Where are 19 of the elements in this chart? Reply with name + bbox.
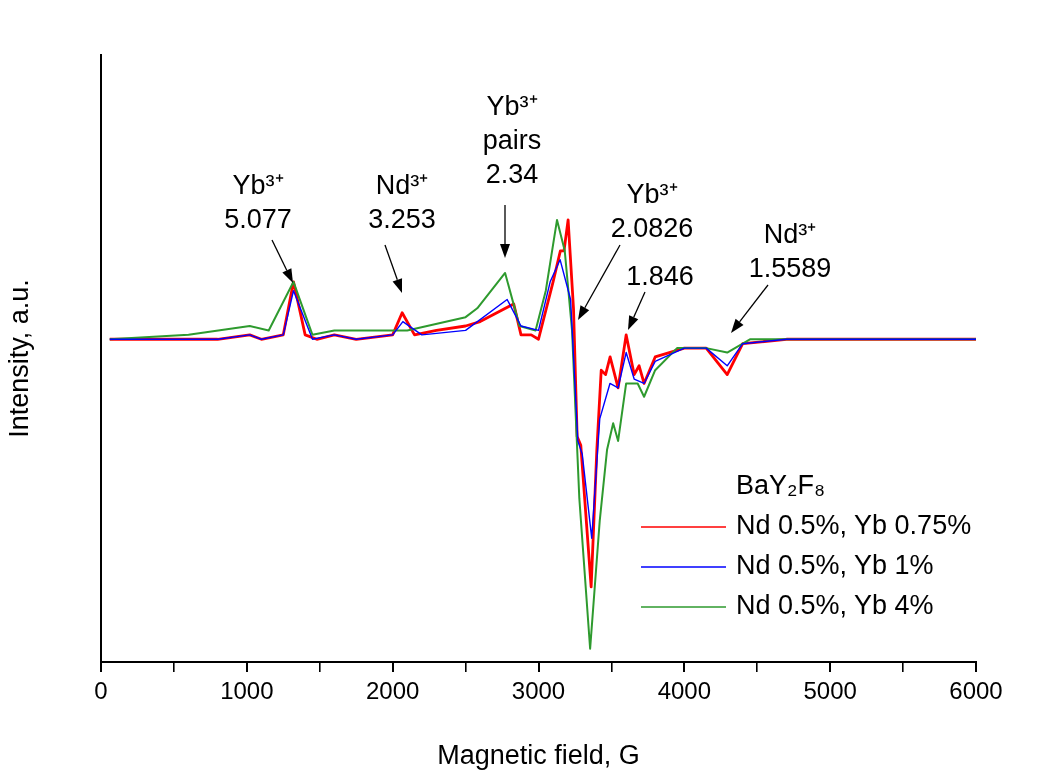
x-axis-title: Magnetic field, G bbox=[437, 740, 640, 771]
x-tick-label: 4000 bbox=[657, 677, 712, 705]
x-tick-label: 1000 bbox=[220, 677, 274, 705]
annotation: Yb³⁺ 5.077 bbox=[224, 170, 292, 234]
x-tick-label: 0 bbox=[94, 677, 108, 705]
annotation: Nd³⁺ 1.5589 bbox=[748, 219, 832, 283]
y-axis-title: Intensity, a.u. bbox=[3, 279, 34, 438]
annotation: Nd³⁺ 3.253 bbox=[368, 170, 436, 234]
annotation: 1.846 bbox=[626, 261, 694, 291]
x-tick-label: 2000 bbox=[365, 677, 420, 705]
x-tick-label: 5000 bbox=[803, 677, 857, 705]
text: Yb³⁺ pairs 2.34 bbox=[482, 91, 542, 189]
legend-label: Nd 0.5%, Yb 1% bbox=[736, 550, 934, 581]
x-tick-label: 3000 bbox=[511, 677, 566, 705]
annotation: Yb³⁺ 2.0826 bbox=[610, 179, 694, 243]
legend-label: Nd 0.5%, Yb 4% bbox=[736, 590, 934, 621]
legend-label: Nd 0.5%, Yb 0.75% bbox=[736, 510, 972, 541]
x-tick-label: 6000 bbox=[949, 677, 1003, 705]
legend-title: BaY₂F₈ bbox=[736, 470, 826, 501]
